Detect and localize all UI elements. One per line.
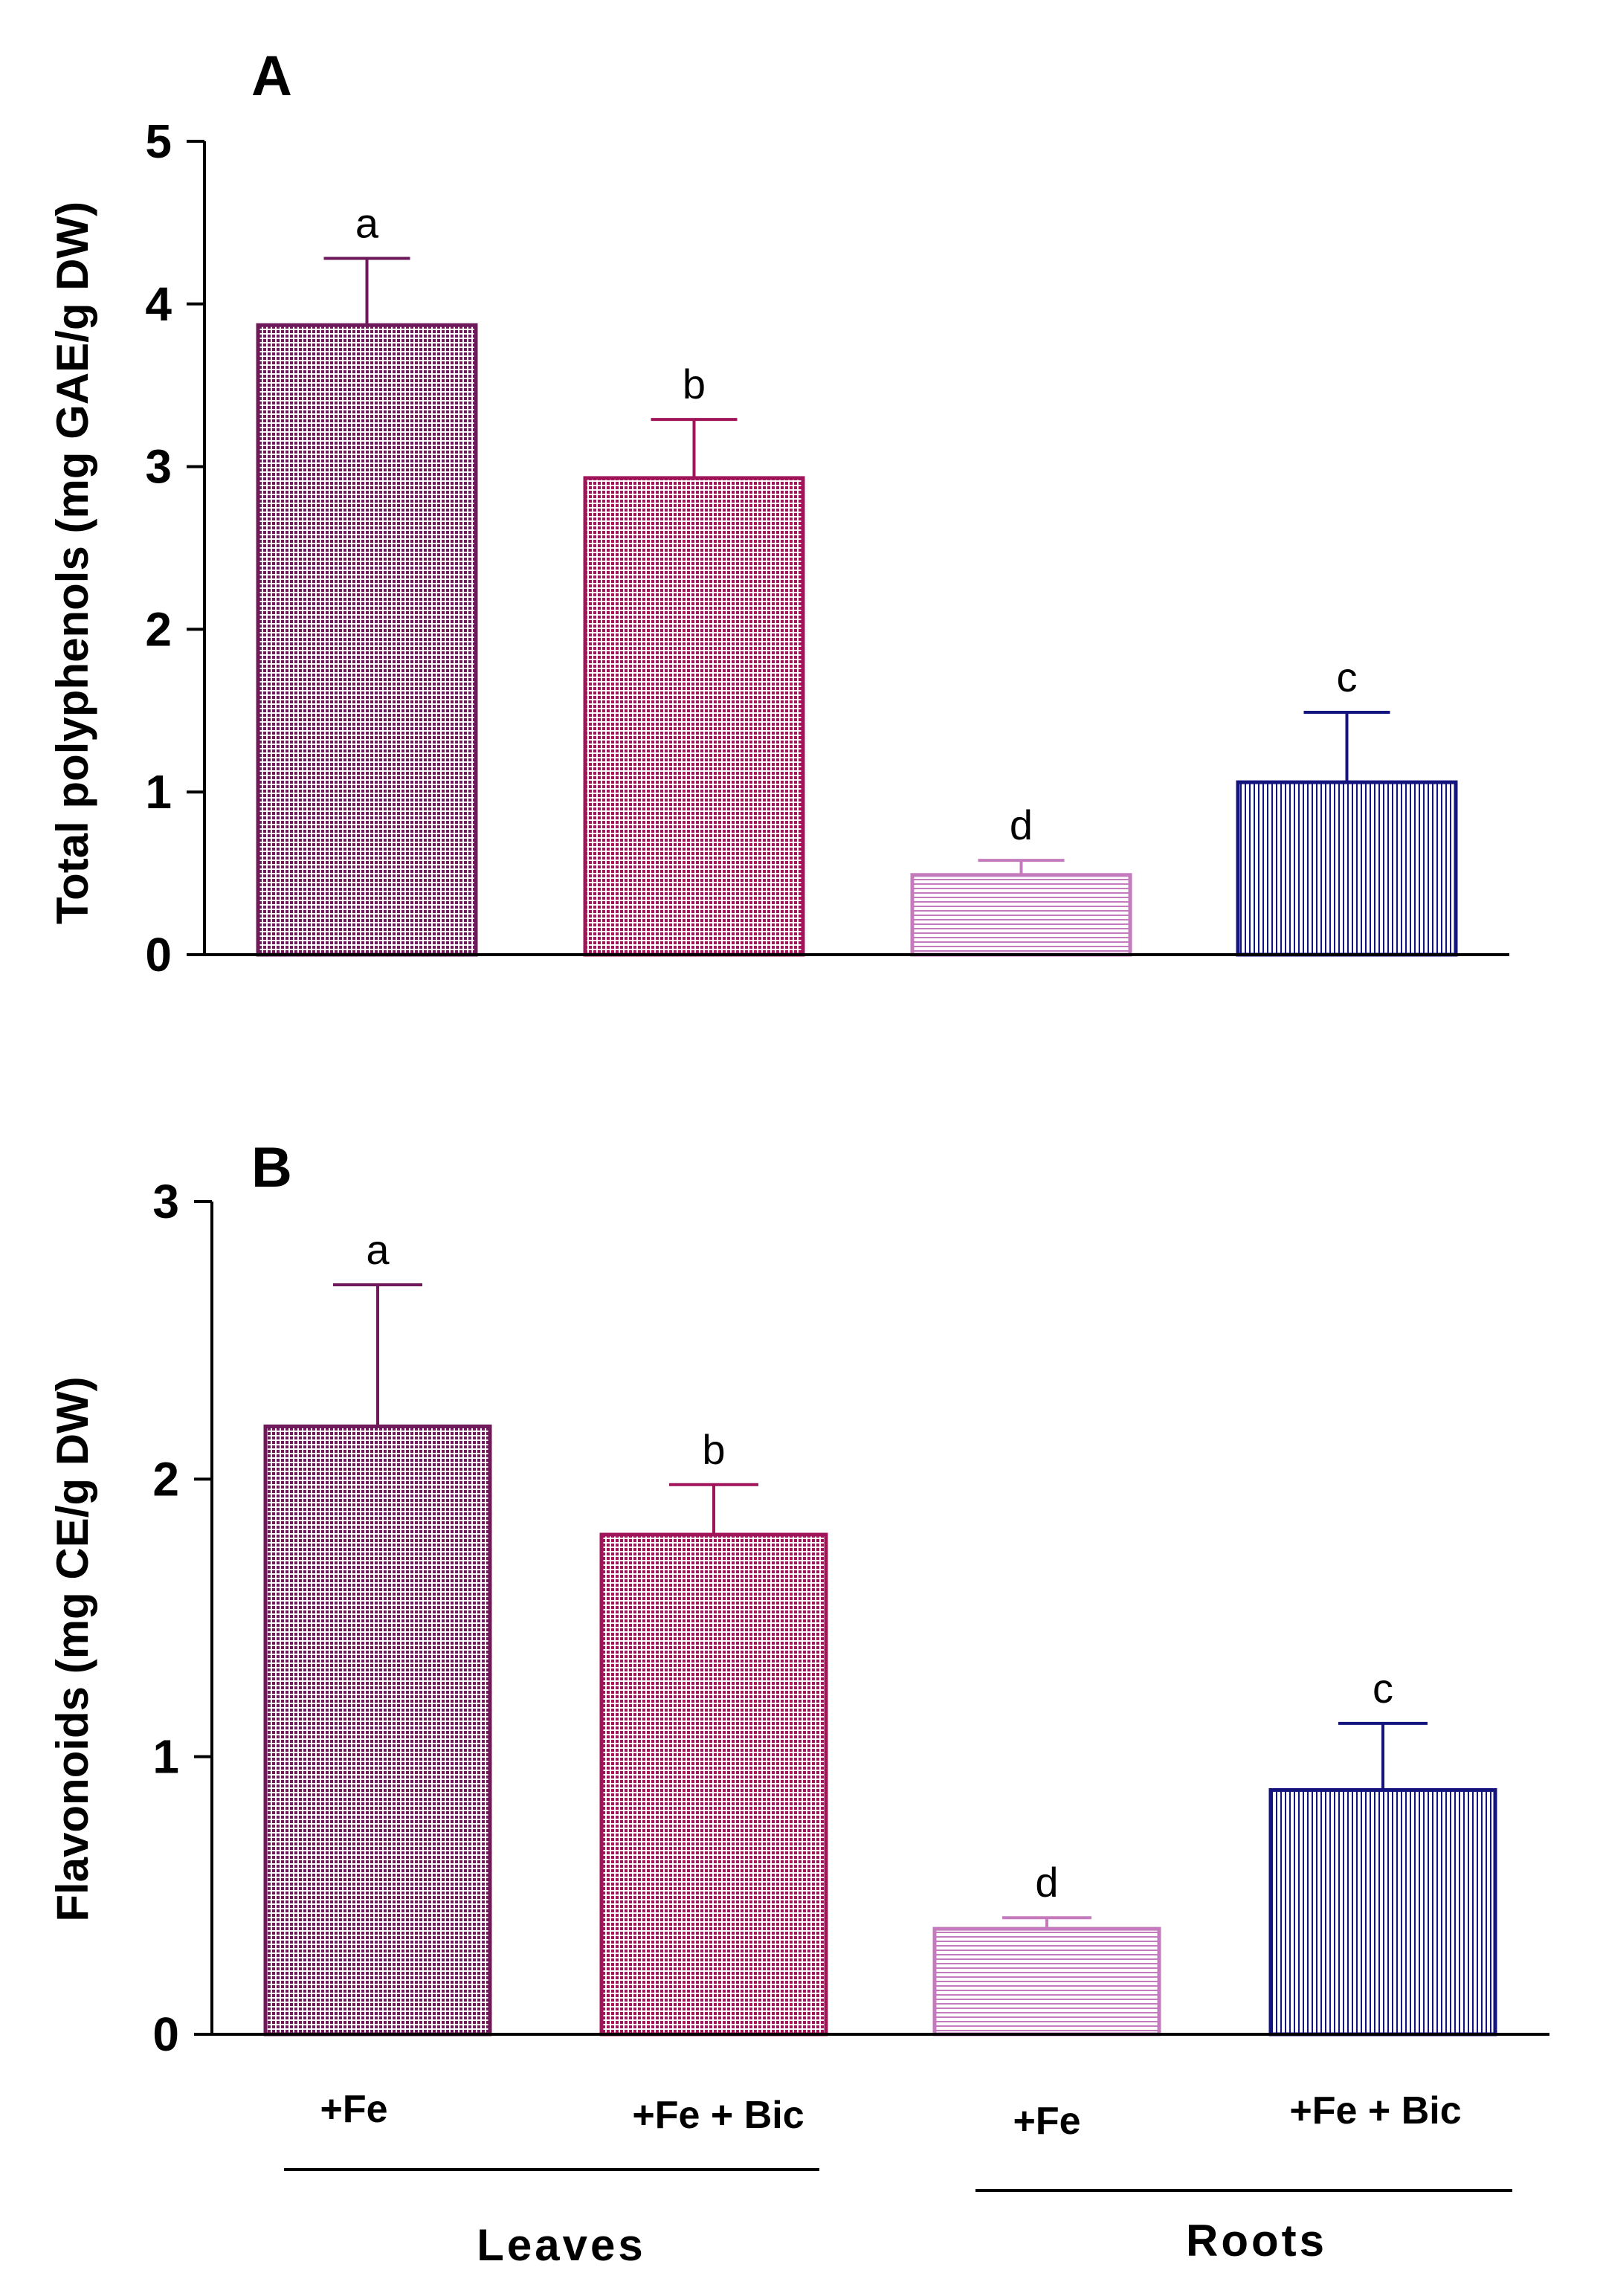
group-label-leaves: Leaves [477,2220,646,2270]
panel-a-letter: A [251,45,292,108]
panel-b-y-tick-label: 0 [152,2008,179,2061]
panel-a-y-axis-label: Total polyphenols (mg GAE/g DW) [48,201,97,924]
panel-a-bar [256,323,478,957]
panel-a-y-ticks: 0 1 2 3 4 5 [145,115,204,981]
panel-b-significance-label: a [366,1226,390,1273]
panel-a-significance-label: d [1010,802,1033,848]
panel-b-bar [599,1532,828,2037]
x-category-label: +Fe + Bic [632,2094,804,2137]
panel-b-significance-label: c [1373,1665,1393,1712]
panel-a-y-tick-label: 1 [145,765,172,819]
panel-b-y-axis-label: Flavonoids (mg CE/g DW) [48,1376,97,1921]
x-category-label: +Fe [320,2088,387,2131]
panel-b-y-tick-label: 2 [152,1452,179,1506]
panel-a-significance-label: b [683,361,706,407]
panel-a-y-tick-label: 4 [145,277,172,331]
panel-b-significance-label: d [1035,1859,1058,1906]
panel-a-bar [583,476,805,957]
panel-b-y-tick-label: 1 [152,1730,179,1784]
x-category-label: +Fe + Bic [1289,2089,1461,2132]
panel-b-bar [263,1424,492,2037]
panel-b-bar [1268,1787,1497,2037]
panel-b-bar [932,1926,1161,2037]
panel-a-significance-label: c [1337,654,1358,700]
panel-b-y-ticks: 0 1 2 3 [152,1175,212,2061]
panel-a-significance-label: a [355,200,379,247]
panel-a-bar [1236,780,1458,957]
x-category-label: +Fe [1013,2100,1080,2143]
panel-a-y-tick-label: 5 [145,115,172,168]
panel-a-y-tick-label: 2 [145,602,172,656]
panel-a-y-tick-label: 3 [145,440,172,494]
panel-a-bars: a b d c [256,200,1458,957]
group-label-roots: Roots [1186,2216,1327,2266]
panel-b-significance-label: b [702,1426,725,1473]
x-group-labels: Leaves Roots [284,2168,1512,2270]
panel-b-letter: B [251,1136,292,1199]
panel-b-y-tick-label: 3 [152,1175,179,1228]
panel-a-bar [910,873,1132,957]
panel-b: B Flavonoids (mg CE/g DW) 0 1 2 3 a b d c [48,1136,1549,2061]
panel-a-y-tick-label: 0 [145,928,172,981]
x-category-labels: +Fe +Fe + Bic +Fe +Fe + Bic [320,2088,1461,2143]
panel-a: A Total polyphenols (mg GAE/g DW) 0 1 2 3 4 5… [48,45,1509,981]
panel-b-bars: a b d c [263,1226,1497,2037]
